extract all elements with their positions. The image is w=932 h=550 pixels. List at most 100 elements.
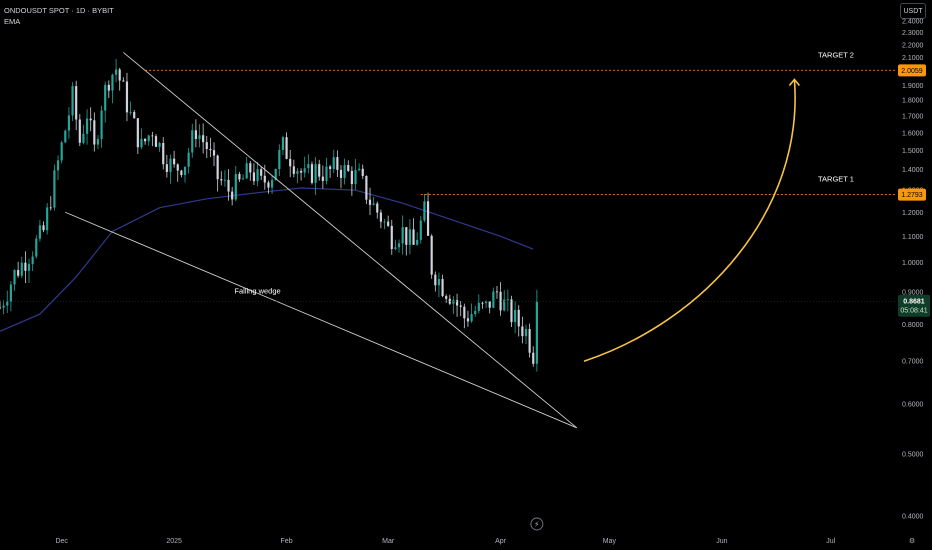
candle-body (281, 137, 285, 150)
candle-body (390, 225, 393, 250)
candle-body (503, 299, 506, 311)
candle-body (180, 170, 183, 176)
candle-body (394, 247, 397, 250)
candle-body (263, 175, 266, 183)
candle-body (397, 243, 401, 248)
chart-symbol-title: ONDOUSDT SPOT · 1D · BYBIT (4, 6, 114, 15)
candle-body (231, 191, 234, 200)
candle-body (514, 309, 517, 323)
candle-body (314, 164, 317, 183)
wedge-upper-trendline[interactable] (123, 52, 578, 429)
ema-indicator-label[interactable]: EMA (4, 17, 21, 26)
candle-body (56, 160, 60, 171)
current-price-value: 0.8681 (903, 299, 925, 306)
candle-body (455, 300, 459, 306)
currency-button[interactable]: USDT (900, 3, 926, 19)
candle-body (401, 227, 404, 244)
candle-body (426, 201, 430, 236)
time-axis: Dec 2025 Feb Mar Apr May Jun Jul ⚙ (55, 537, 915, 545)
candle-body (310, 164, 314, 183)
candle-body (89, 118, 92, 121)
candle-body (437, 279, 441, 286)
candle-body (154, 136, 158, 147)
candle-body (133, 112, 136, 119)
x-tick-label: Mar (382, 538, 395, 545)
y-tick-label: 2.3000 (902, 30, 924, 37)
y-tick-label: 1.4000 (902, 167, 924, 174)
target-label: TARGET 1 (818, 175, 854, 184)
candle-body (82, 133, 85, 143)
candle-body (169, 158, 172, 172)
candle-body (205, 142, 208, 150)
candle-body (96, 139, 100, 145)
candle-body (318, 164, 321, 177)
candle-body (46, 207, 49, 231)
candle-body (292, 166, 295, 174)
y-tick-label: 1.7000 (902, 114, 924, 121)
y-tick-label: 1.9000 (902, 83, 924, 90)
candle-body (38, 225, 41, 239)
candle-body (227, 179, 230, 192)
projection-arrow[interactable] (583, 79, 796, 362)
candle-body (176, 164, 179, 171)
projection-arrowhead (788, 78, 801, 87)
candle-body (441, 279, 444, 297)
y-tick-label: 0.8000 (902, 322, 924, 329)
candle-body (13, 270, 16, 285)
candle-body (376, 203, 379, 213)
candle-body (485, 301, 488, 304)
candle-body (365, 175, 368, 200)
candle-body (183, 166, 187, 176)
candle-body (85, 118, 89, 134)
target-price-tag (898, 188, 926, 201)
candle-body (499, 291, 502, 311)
candle-body (140, 138, 143, 148)
candle-body (296, 171, 299, 174)
candle-body (158, 142, 161, 147)
overlays: 1.2793 2.0059 0.8681 05:08:41 ⚡ (0, 64, 930, 531)
candle-body (332, 157, 335, 169)
candle-body (35, 238, 38, 257)
candle-body (194, 130, 197, 139)
time-zone-icon: ⚙ (909, 537, 915, 545)
candle-body (387, 221, 390, 226)
candle-body (289, 158, 292, 167)
candle-body (372, 203, 375, 205)
candle-body (350, 170, 353, 185)
candle-body (173, 158, 176, 165)
candle-body (506, 299, 509, 301)
events-lightning-icon[interactable] (530, 517, 544, 531)
candle-body (285, 137, 288, 159)
y-tick-label: 1.5000 (902, 148, 924, 155)
candle-body (129, 112, 132, 113)
candle-body (144, 138, 147, 142)
candle-body (6, 301, 9, 306)
candle-body (299, 171, 303, 173)
candle-body (303, 168, 306, 173)
ema-line (0, 187, 534, 332)
candle-body (93, 120, 96, 145)
candle-body (528, 329, 531, 353)
candle-body (202, 135, 205, 143)
candle-body (53, 170, 56, 208)
candle-body (24, 262, 27, 271)
target-price-tag-text: 2.0059 (901, 68, 923, 75)
candle-body (125, 81, 129, 113)
wedge-lower-trendline[interactable] (65, 211, 577, 429)
candle-body (535, 301, 538, 364)
candle-body (495, 291, 499, 293)
target-label: TARGET 2 (818, 50, 854, 59)
candle-body (510, 299, 513, 323)
y-tick-label: 2.1000 (902, 55, 924, 62)
falling-wedge-label: Falling wedge (234, 286, 280, 295)
candle-body (463, 306, 466, 319)
x-tick-label: May (603, 538, 617, 545)
y-tick-label: 0.7000 (902, 359, 924, 366)
candle-body (423, 201, 426, 221)
candle-body (278, 149, 281, 170)
x-tick-label: Feb (281, 538, 293, 545)
candle-body (329, 166, 332, 169)
wedge-drawings: TARGET 1 TARGET 2 Falling wedge (65, 50, 896, 429)
candle-body (49, 207, 52, 209)
